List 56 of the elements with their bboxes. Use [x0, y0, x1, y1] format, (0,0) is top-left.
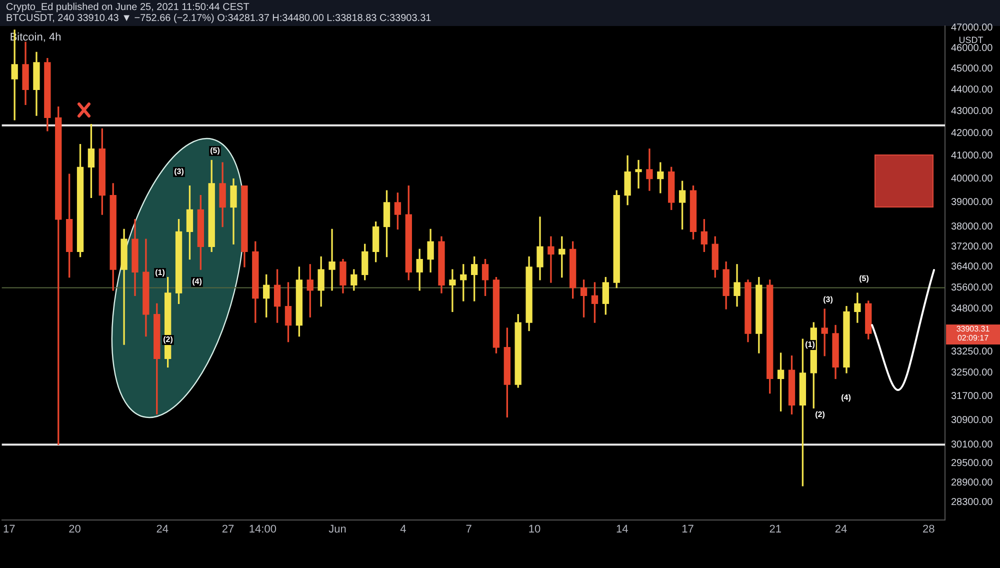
x-tick-label: 27	[222, 524, 234, 536]
y-tick-label: 38000.00	[951, 221, 994, 232]
x-tick-label: 28	[922, 524, 935, 536]
x-tick-label: 17	[2, 524, 16, 536]
text: 33903.31	[956, 324, 990, 334]
y-tick-label: 28300.00	[951, 497, 994, 508]
x-tick-label: 14	[616, 524, 628, 536]
y-tick-label: 34800.00	[951, 304, 994, 315]
y-tick-label: 46000.00	[951, 42, 994, 54]
candlestick	[635, 160, 642, 189]
y-tick-label: 36400.00	[951, 262, 994, 273]
text: 02:09:17	[957, 334, 990, 343]
annotation: (5)	[859, 274, 870, 284]
annotation: (4)	[841, 393, 852, 402]
y-tick-label: 28900.00	[951, 477, 994, 488]
x-tick-label: Jun	[328, 524, 346, 536]
y-tick-label: 44000.00	[951, 84, 994, 96]
y-tick-label: 39000.00	[951, 197, 994, 208]
y-tick-label: 31700.00	[951, 390, 994, 402]
annotation: (2)	[163, 335, 174, 344]
annotation: (5)	[210, 146, 220, 156]
x-tick-label: 21	[769, 524, 782, 536]
y-tick-label: 40000.00	[951, 174, 994, 185]
candlestick	[548, 236, 554, 283]
annotation: (1)	[155, 268, 166, 278]
y-tick-label: 35600.00	[951, 282, 994, 294]
x-tick-label: 10	[528, 524, 541, 536]
y-axis-title: USDT	[958, 34, 984, 45]
x-tick-label: 4	[400, 524, 406, 536]
annotation: (1)	[805, 340, 816, 350]
candlestick	[646, 148, 653, 191]
y-tick-label: 37200.00	[951, 241, 994, 252]
y-tick-label: 30100.00	[951, 439, 994, 450]
annotation: (4)	[192, 277, 202, 286]
annotation: (3)	[174, 167, 184, 176]
x-tick-label: 24	[834, 524, 848, 536]
y-tick-label: 42000.00	[951, 128, 994, 139]
text: Crypto_Ed published on June 25, 2021 11:50:44 CEST	[6, 2, 250, 13]
annotation: (3)	[823, 295, 834, 304]
x-tick-label: 7	[466, 524, 472, 536]
x-tick-label: 20	[68, 524, 81, 536]
annotation: (2)	[815, 410, 826, 420]
y-tick-label: 41000.00	[951, 150, 994, 162]
y-tick-label: 33250.00	[951, 346, 994, 358]
candlestick	[449, 269, 456, 312]
y-tick-label: 32500.00	[951, 368, 994, 379]
text: BTCUSDT, 240 33910.43 ▼ −752.66 (−2.17%) O:34281.37 H:34480.00 L:33818.83 C:33903.31	[6, 13, 432, 24]
candlestick	[328, 228, 336, 291]
y-tick-label: 43000.00	[951, 106, 994, 117]
x-tick-label: 17	[682, 524, 694, 536]
y-tick-label: 47000.00	[951, 22, 994, 34]
x-tick-label: 14:00	[248, 524, 276, 536]
y-tick-label: 29500.00	[951, 458, 994, 470]
x-tick-label: 24	[156, 524, 168, 536]
y-tick-label: 45000.00	[951, 63, 994, 74]
y-tick-label: 30900.00	[951, 414, 994, 426]
